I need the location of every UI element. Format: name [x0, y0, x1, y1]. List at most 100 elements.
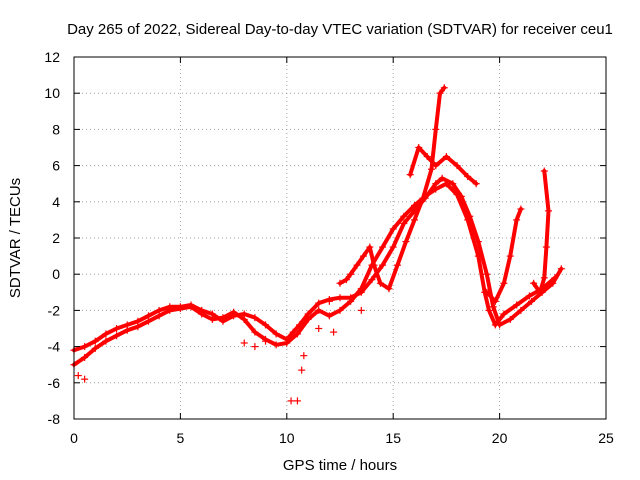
data-point [389, 225, 397, 233]
data-series [70, 84, 565, 405]
y-tick-label: -6 [48, 375, 61, 391]
data-point [368, 276, 376, 284]
data-point [551, 274, 559, 282]
data-point [347, 270, 355, 278]
series-trace [531, 169, 551, 295]
data-point [485, 306, 493, 314]
chart-title: Day 265 of 2022, Sidereal Day-to-day VTE… [67, 21, 613, 38]
data-point [187, 303, 195, 311]
data-point [540, 274, 548, 282]
data-point [385, 285, 393, 293]
data-point [528, 297, 536, 305]
x-tick-label: 0 [70, 430, 78, 446]
data-point [144, 317, 152, 325]
data-point [74, 372, 82, 380]
y-tick-label: 4 [52, 194, 60, 210]
x-tick-label: 15 [385, 430, 401, 446]
data-point [262, 337, 270, 345]
axis-ticks: 0 5 10 15 20 25 -8 -6 -4 -2 0 2 4 6 8 10 12 [44, 49, 614, 446]
data-point [330, 328, 338, 336]
data-point [436, 89, 444, 97]
data-point [113, 325, 121, 332]
data-point [283, 339, 291, 347]
data-point [315, 325, 323, 332]
data-point [81, 353, 89, 361]
data-point [315, 299, 323, 307]
data-point [342, 276, 350, 284]
data-point [517, 306, 525, 314]
data-point [442, 153, 450, 161]
data-point [491, 297, 499, 305]
data-point [91, 344, 99, 352]
data-point [370, 261, 378, 269]
data-point [219, 314, 227, 322]
series-trace [338, 85, 447, 291]
data-point [357, 306, 365, 314]
data-point [517, 205, 525, 213]
data-point [428, 165, 436, 173]
data-point [536, 288, 544, 296]
data-point [483, 270, 491, 278]
data-point [166, 306, 174, 314]
data-point [102, 330, 110, 338]
y-tick-label: 6 [52, 158, 60, 174]
data-point [325, 297, 333, 305]
data-point [432, 125, 440, 133]
data-point [464, 172, 472, 180]
data-point [134, 323, 142, 331]
data-point [513, 301, 521, 309]
data-point [123, 326, 131, 334]
series-trace [484, 207, 523, 304]
data-point [155, 312, 163, 320]
data-point [419, 194, 427, 202]
y-axis-label: SDTVAR / TECUs [7, 178, 24, 298]
grid [74, 57, 606, 419]
data-point [474, 252, 482, 260]
series-trace [72, 176, 564, 353]
y-tick-label: 0 [52, 266, 60, 282]
data-point [357, 285, 365, 293]
data-point [315, 306, 323, 314]
y-tick-label: -8 [48, 411, 61, 427]
data-point [542, 243, 550, 251]
x-axis-label: GPS time / hours [283, 457, 397, 474]
data-point [400, 220, 408, 228]
data-point [379, 243, 387, 251]
data-point [287, 397, 295, 405]
x-tick-label: 20 [492, 430, 508, 446]
data-point [293, 330, 301, 338]
data-point [262, 321, 270, 329]
data-point [293, 397, 301, 405]
data-point [506, 252, 514, 260]
series-sat-d [406, 144, 480, 188]
series-sat-b [70, 180, 559, 369]
data-point [300, 352, 308, 360]
data-point [81, 375, 89, 383]
y-tick-label: 2 [52, 230, 60, 246]
data-point [483, 288, 491, 296]
data-point [251, 328, 259, 336]
data-point [530, 279, 538, 287]
data-point [379, 261, 387, 269]
data-point [449, 180, 457, 188]
data-point [442, 180, 450, 188]
data-point [545, 207, 553, 215]
data-point [91, 337, 99, 345]
data-point [366, 243, 374, 251]
data-point [240, 315, 248, 323]
data-point [472, 180, 480, 188]
data-point [272, 341, 280, 349]
data-point [389, 243, 397, 251]
data-point [400, 212, 408, 220]
data-point [500, 279, 508, 287]
data-point [298, 366, 306, 374]
data-point [347, 297, 355, 305]
series-sat-f [530, 167, 553, 296]
data-point [557, 265, 565, 273]
data-point [251, 343, 259, 351]
data-point [176, 305, 184, 313]
data-point [410, 216, 418, 224]
x-tick-label: 25 [598, 430, 614, 446]
x-tick-label: 5 [177, 430, 185, 446]
